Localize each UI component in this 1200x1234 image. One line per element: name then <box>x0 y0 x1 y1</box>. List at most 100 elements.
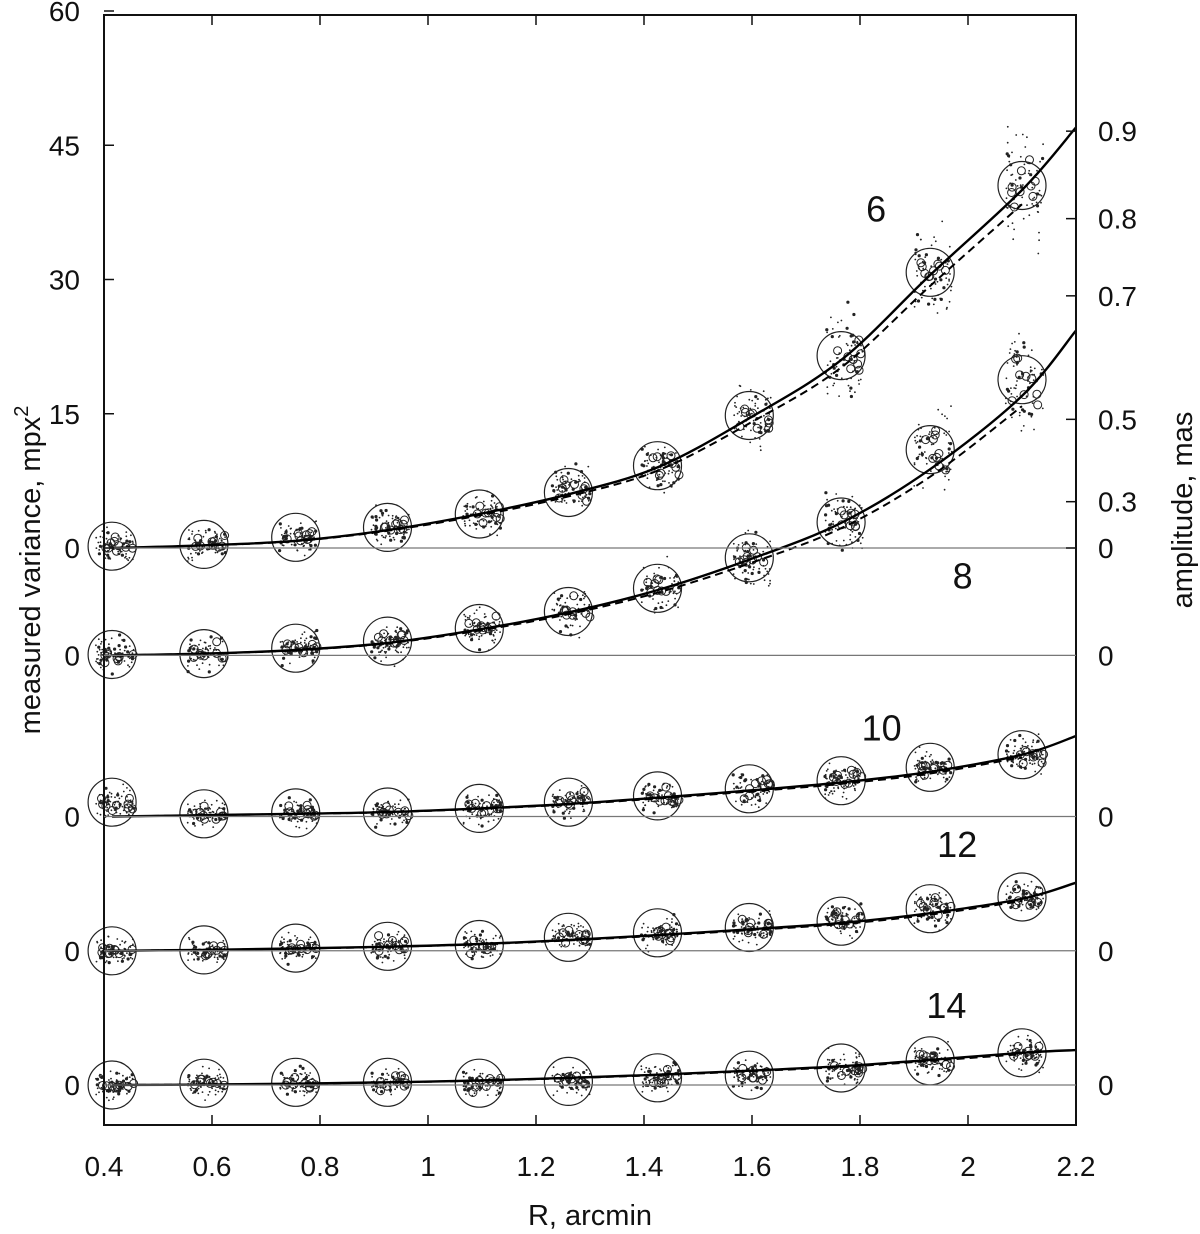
data-point-open <box>105 943 115 953</box>
data-point <box>931 759 934 761</box>
data-point <box>740 803 743 806</box>
data-point <box>743 569 747 573</box>
data-point <box>766 545 769 548</box>
data-point <box>650 930 653 932</box>
data-point <box>1008 156 1010 158</box>
data-point <box>465 633 467 636</box>
data-point <box>279 803 283 808</box>
data-point <box>830 905 835 909</box>
data-point <box>491 507 494 509</box>
data-point <box>492 819 495 821</box>
data-point <box>1006 206 1008 209</box>
data-point <box>852 340 856 344</box>
data-point <box>830 316 832 319</box>
data-point <box>386 933 391 937</box>
data-point-open <box>643 577 653 587</box>
data-point <box>396 626 399 629</box>
data-point <box>315 1091 317 1093</box>
data-point <box>1019 1057 1022 1059</box>
data-point <box>825 1070 827 1073</box>
data-point <box>561 1072 565 1077</box>
data-point <box>666 917 668 920</box>
data-point <box>473 621 476 624</box>
data-point <box>300 637 302 640</box>
data-point <box>201 1091 204 1093</box>
data-point <box>486 1094 489 1096</box>
data-point <box>101 530 104 532</box>
data-point <box>859 378 862 381</box>
data-point-open <box>195 1077 205 1087</box>
data-point <box>396 1086 398 1089</box>
data-point-open <box>752 423 762 433</box>
data-point <box>399 799 402 802</box>
data-point <box>918 1063 920 1066</box>
data-point-open <box>750 779 760 789</box>
data-point <box>295 955 298 958</box>
data-point <box>380 543 383 546</box>
data-point-open <box>846 765 856 775</box>
data-point <box>924 285 926 288</box>
data-point <box>929 760 932 763</box>
data-point <box>675 452 677 454</box>
data-point <box>852 1061 854 1064</box>
data-point <box>916 918 919 920</box>
data-point <box>1031 402 1034 404</box>
data-point <box>308 1074 310 1077</box>
data-point <box>305 827 308 830</box>
data-point <box>1021 1063 1024 1066</box>
data-point <box>1039 1053 1042 1056</box>
data-point <box>760 1065 763 1068</box>
data-point <box>192 809 195 811</box>
data-point <box>481 1072 484 1075</box>
data-point-open <box>758 1075 767 1085</box>
data-point <box>492 937 495 940</box>
data-point <box>101 654 104 656</box>
data-point <box>370 640 374 644</box>
data-point-open <box>400 515 409 525</box>
data-point <box>670 800 673 803</box>
data-point-open <box>97 947 107 957</box>
data-point <box>925 456 927 459</box>
data-point <box>224 536 227 538</box>
data-point <box>279 641 282 643</box>
data-point <box>944 415 946 417</box>
data-point <box>1015 384 1018 387</box>
data-point <box>208 1067 211 1070</box>
data-point <box>283 941 285 944</box>
data-point <box>197 1092 200 1095</box>
data-point <box>1035 908 1038 911</box>
data-point <box>758 795 761 798</box>
data-point <box>405 820 409 825</box>
data-point <box>552 793 554 796</box>
data-point <box>475 528 478 530</box>
data-point <box>299 533 302 535</box>
data-point <box>946 263 949 265</box>
fit-curve-8 <box>112 329 1077 657</box>
data-point-open <box>916 898 925 908</box>
data-point <box>840 932 842 935</box>
bin-mean-circle <box>905 247 955 297</box>
data-point <box>1026 136 1028 139</box>
data-point <box>1017 765 1019 767</box>
bin-mean-circle <box>816 331 866 381</box>
data-point <box>847 907 851 911</box>
data-point <box>916 441 919 443</box>
data-point <box>1015 134 1018 136</box>
data-point <box>1018 1068 1020 1070</box>
data-point <box>642 1085 644 1088</box>
data-point <box>920 296 923 299</box>
data-point <box>389 538 393 542</box>
data-point <box>737 544 740 546</box>
data-point <box>296 820 299 823</box>
data-point <box>1012 365 1015 367</box>
data-point <box>99 658 103 662</box>
data-point <box>291 818 293 820</box>
data-point <box>220 552 224 556</box>
data-point <box>104 638 107 641</box>
data-point <box>930 443 933 446</box>
data-point <box>554 501 557 503</box>
data-point <box>577 925 580 928</box>
data-point <box>645 581 648 584</box>
data-point <box>1016 380 1018 382</box>
data-point <box>113 803 116 806</box>
